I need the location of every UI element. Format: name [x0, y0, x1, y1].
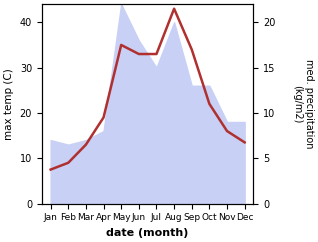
- Y-axis label: max temp (C): max temp (C): [4, 68, 14, 140]
- Y-axis label: med. precipitation
(kg/m2): med. precipitation (kg/m2): [292, 59, 314, 149]
- X-axis label: date (month): date (month): [107, 228, 189, 238]
